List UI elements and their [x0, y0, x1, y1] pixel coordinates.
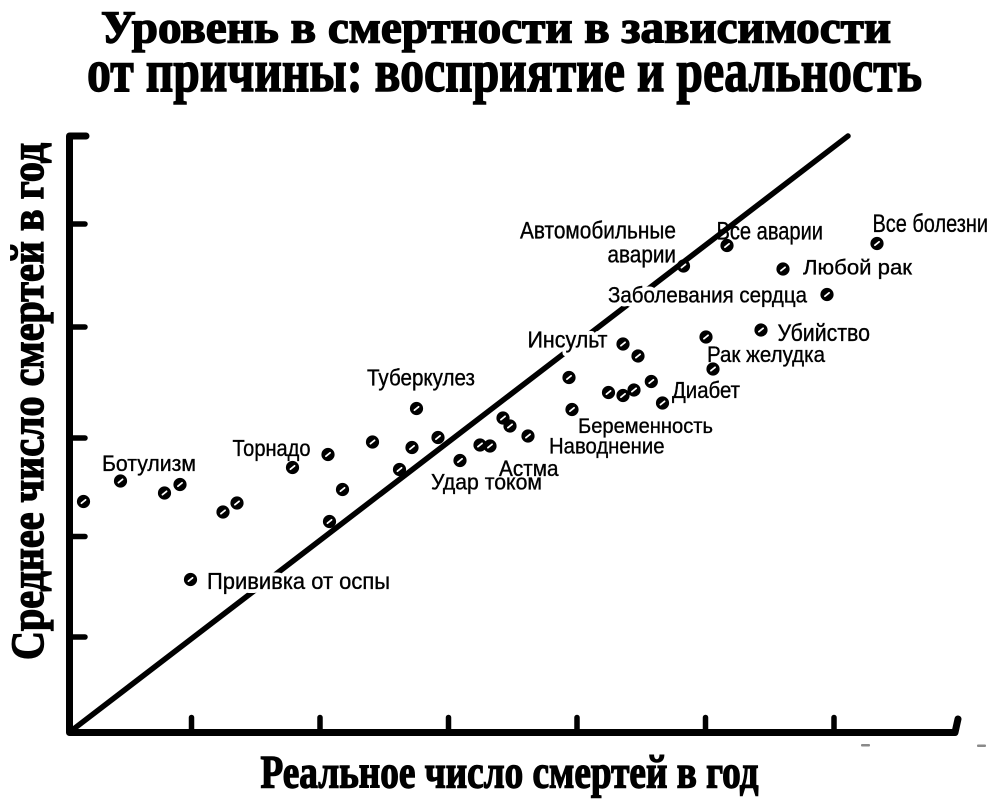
svg-text:Заболевания сердца: Заболевания сердца [608, 283, 807, 308]
svg-text:аварии: аварии [608, 242, 677, 269]
svg-text:Инсульт: Инсульт [528, 327, 608, 353]
svg-text:Автомобильные: Автомобильные [520, 218, 676, 245]
svg-text:от причины: восприятие и реаль: от причины: восприятие и реальность [87, 38, 922, 104]
svg-text:Диабет: Диабет [672, 377, 740, 403]
svg-text:Рак желудка: Рак желудка [707, 342, 825, 367]
svg-text:Реальное число смертей в год: Реальное число смертей в год [261, 747, 759, 799]
svg-text:Прививка от оспы: Прививка от оспы [207, 568, 390, 594]
svg-text:Все болезни: Все болезни [873, 210, 989, 238]
svg-text:Уровень в смертности в зависим: Уровень в смертности в зависимости [101, 3, 891, 53]
svg-text:Удар током: Удар током [431, 470, 542, 495]
svg-text:Торнадо: Торнадо [233, 435, 311, 461]
svg-text:Все аварии: Все аварии [717, 218, 824, 246]
svg-text:Прививка от оспы: Прививка от оспы [207, 568, 390, 594]
svg-text:Беременность: Беременность [578, 414, 713, 438]
svg-text:Убийство: Убийство [778, 320, 871, 347]
svg-text:Астма: Астма [499, 456, 559, 481]
svg-text:Заболевания сердца: Заболевания сердца [608, 283, 807, 308]
svg-text:Наводнение: Наводнение [549, 434, 665, 459]
svg-text:Туберкулез: Туберкулез [367, 365, 475, 391]
svg-text:Любой рак: Любой рак [803, 256, 913, 280]
svg-text:Ботулизм: Ботулизм [102, 451, 196, 476]
svg-text:Инсульт: Инсульт [528, 327, 608, 353]
svg-text:Среднее число смертей в год: Среднее число смертей в год [2, 143, 54, 660]
